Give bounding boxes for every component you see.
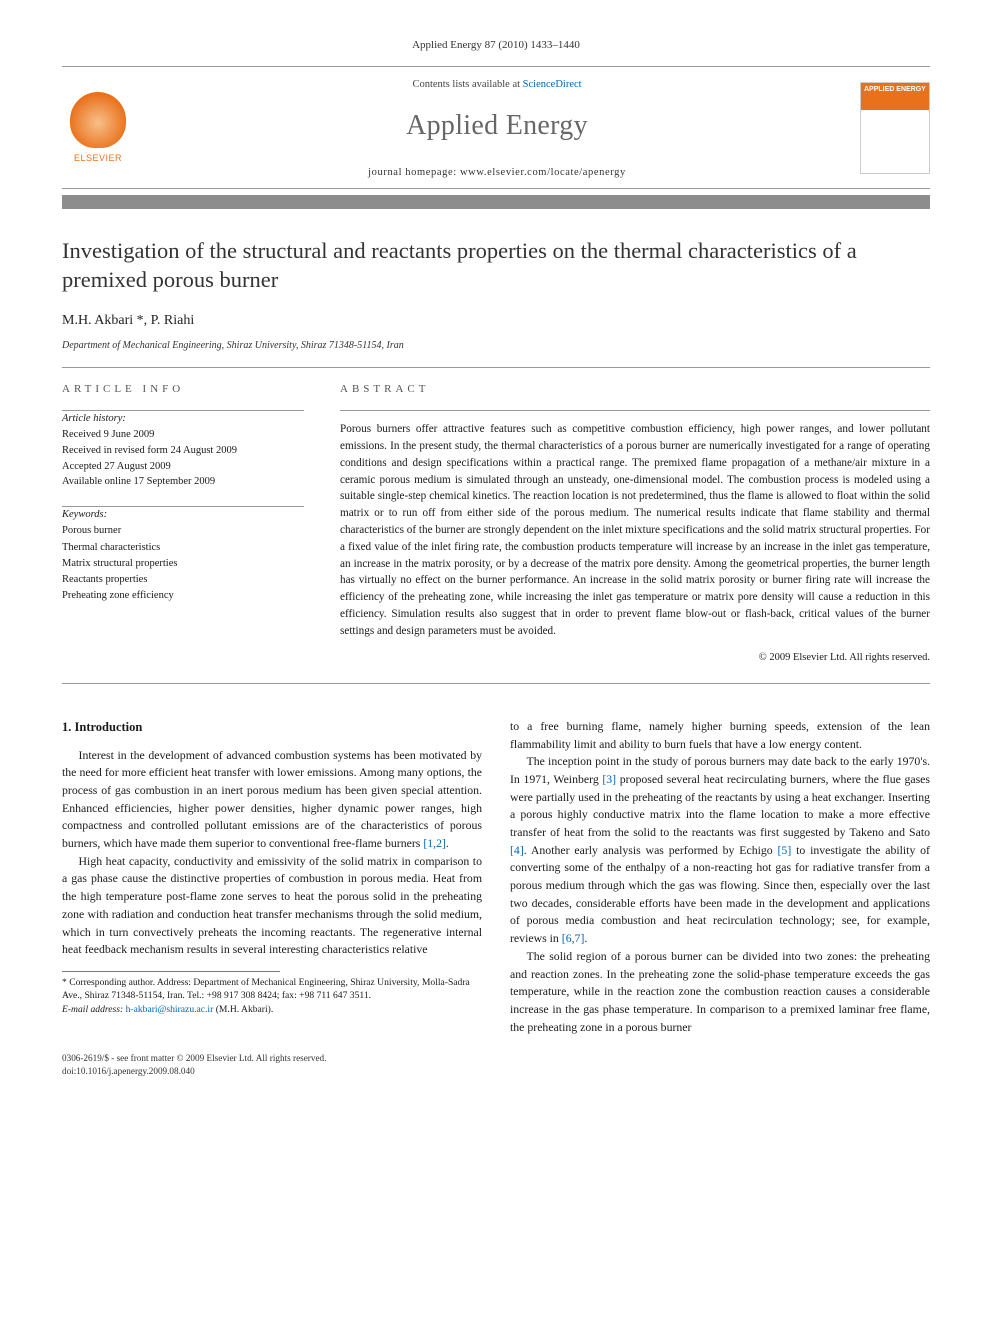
keyword: Matrix structural properties xyxy=(62,556,304,572)
history-head: Article history: xyxy=(62,411,304,427)
keyword: Thermal characteristics xyxy=(62,540,304,556)
authors: M.H. Akbari *, P. Riahi xyxy=(62,311,930,331)
history-line: Received 9 June 2009 xyxy=(62,427,304,443)
intro-p4: The inception point in the study of poro… xyxy=(510,753,930,948)
p1-end: . xyxy=(446,836,449,850)
homepage-line: journal homepage: www.elsevier.com/locat… xyxy=(148,165,846,180)
keywords-block: Keywords: Porous burner Thermal characte… xyxy=(62,507,304,605)
header-gray-bar xyxy=(62,195,930,209)
header-center: Contents lists available at ScienceDirec… xyxy=(148,77,846,180)
homepage-prefix: journal homepage: xyxy=(368,167,460,178)
keyword: Preheating zone efficiency xyxy=(62,588,304,604)
footer-doi: doi:10.1016/j.apenergy.2009.08.040 xyxy=(62,1065,930,1078)
article-info-col: ARTICLE INFO Article history: Received 9… xyxy=(62,382,304,665)
journal-name: Applied Energy xyxy=(148,106,846,147)
section-1-title: 1. Introduction xyxy=(62,718,482,737)
contents-prefix: Contents lists available at xyxy=(412,79,522,90)
author-email-link[interactable]: h-akbari@shirazu.ac.ir xyxy=(126,1004,214,1015)
meta-row: ARTICLE INFO Article history: Received 9… xyxy=(62,368,930,683)
intro-p3: to a free burning flame, namely higher b… xyxy=(510,718,930,753)
journal-header: ELSEVIER Contents lists available at Sci… xyxy=(62,66,930,189)
homepage-url[interactable]: www.elsevier.com/locate/apenergy xyxy=(460,167,626,178)
elsevier-logo: ELSEVIER xyxy=(62,88,134,168)
p4e: . xyxy=(584,931,587,945)
ref-link-6-7[interactable]: [6,7] xyxy=(562,931,585,945)
article-info-label: ARTICLE INFO xyxy=(62,382,304,398)
email-label: E-mail address: xyxy=(62,1004,123,1015)
intro-p5: The solid region of a porous burner can … xyxy=(510,948,930,1036)
contents-line: Contents lists available at ScienceDirec… xyxy=(148,77,846,92)
abstract-copyright: © 2009 Elsevier Ltd. All rights reserved… xyxy=(340,650,930,665)
article-title: Investigation of the structural and reac… xyxy=(62,237,930,295)
p1-text: Interest in the development of advanced … xyxy=(62,748,482,850)
email-line: E-mail address: h-akbari@shirazu.ac.ir (… xyxy=(62,1003,482,1016)
intro-p2: High heat capacity, conductivity and emi… xyxy=(62,853,482,959)
keywords-head: Keywords: xyxy=(62,507,304,523)
affiliation: Department of Mechanical Engineering, Sh… xyxy=(62,339,930,354)
elsevier-label: ELSEVIER xyxy=(74,152,122,165)
body-columns: 1. Introduction Interest in the developm… xyxy=(62,718,930,1036)
email-suffix: (M.H. Akbari). xyxy=(213,1004,273,1015)
ref-link-5[interactable]: [5] xyxy=(778,843,792,857)
keyword: Porous burner xyxy=(62,523,304,539)
footer-front-matter: 0306-2619/$ - see front matter © 2009 El… xyxy=(62,1052,930,1065)
header-citation: Applied Energy 87 (2010) 1433–1440 xyxy=(62,38,930,54)
history-line: Available online 17 September 2009 xyxy=(62,474,304,490)
footnote-block: * Corresponding author. Address: Departm… xyxy=(62,971,482,1016)
abstract-rule xyxy=(340,410,930,411)
ref-link-4[interactable]: [4] xyxy=(510,843,524,857)
abstract-text: Porous burners offer attractive features… xyxy=(340,421,930,639)
ref-link-3[interactable]: [3] xyxy=(602,772,616,786)
cover-thumb-title: APPLIED ENERGY xyxy=(864,86,926,94)
corresponding-author-note: * Corresponding author. Address: Departm… xyxy=(62,976,482,1003)
keyword: Reactants properties xyxy=(62,572,304,588)
p4d: to investigate the ability of converting… xyxy=(510,843,930,945)
history-line: Received in revised form 24 August 2009 xyxy=(62,443,304,459)
footnote-separator xyxy=(62,971,280,972)
history-block: Article history: Received 9 June 2009 Re… xyxy=(62,411,304,490)
elsevier-tree-icon xyxy=(70,92,126,148)
intro-p1: Interest in the development of advanced … xyxy=(62,747,482,853)
abstract-col: ABSTRACT Porous burners offer attractive… xyxy=(340,382,930,665)
p4c: . Another early analysis was performed b… xyxy=(524,843,778,857)
journal-cover-thumb: APPLIED ENERGY xyxy=(860,82,930,174)
abstract-label: ABSTRACT xyxy=(340,382,930,398)
history-line: Accepted 27 August 2009 xyxy=(62,459,304,475)
rule-bottom xyxy=(62,683,930,684)
ref-link-1-2[interactable]: [1,2] xyxy=(423,836,446,850)
footer-block: 0306-2619/$ - see front matter © 2009 El… xyxy=(62,1052,930,1078)
sciencedirect-link[interactable]: ScienceDirect xyxy=(523,79,582,90)
